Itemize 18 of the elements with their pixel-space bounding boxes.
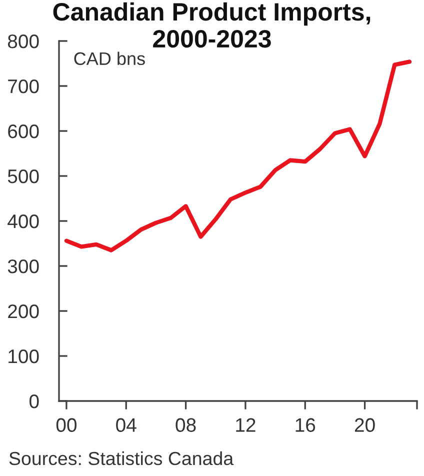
y-tick-label: 100 [8,349,39,364]
y-tick-label: 700 [8,79,39,94]
chart-title: Canadian Product Imports, 2000-2023 [53,2,370,48]
source-note: Sources: Statistics Canada [9,451,234,466]
x-tick-label: 00 [56,418,77,432]
y-tick-label: 300 [8,259,39,274]
x-tick-label: 12 [236,418,256,432]
y-tick-label: 200 [8,304,39,318]
y-tick-label: 800 [8,34,39,48]
y-tick-label: 600 [8,124,39,138]
x-tick-label: 16 [296,418,316,432]
y-tick-label: 500 [8,169,39,184]
y-tick-label: 400 [8,214,39,228]
annotation: CAD bns [74,52,145,66]
x-tick-label: 04 [116,418,136,432]
x-tick-label: 20 [354,418,375,432]
y-tick-label: 0 [30,394,39,408]
x-tick-label: 08 [176,418,196,432]
